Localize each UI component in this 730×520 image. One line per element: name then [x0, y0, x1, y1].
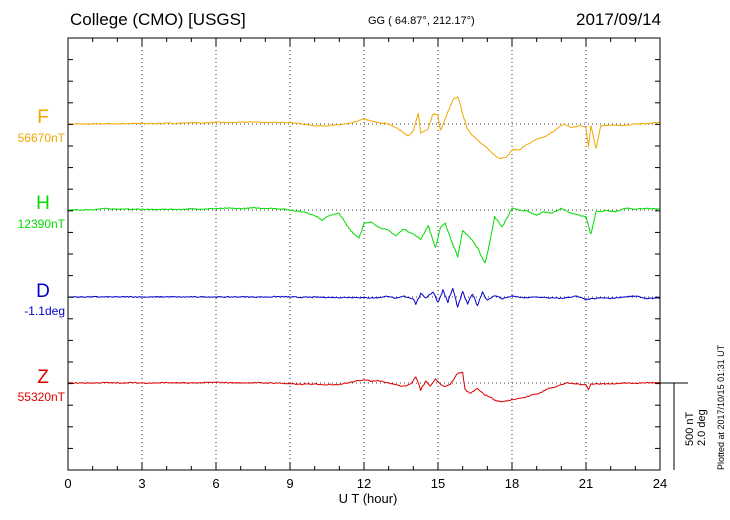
channel-label-z: Z [37, 367, 49, 388]
trace-lines [67, 96, 661, 403]
baseline-label-f: 56670nT [17, 131, 65, 145]
trace-d [67, 287, 661, 308]
channel-label-f: F [37, 107, 49, 128]
trace-h [67, 207, 661, 264]
baseline-label-h: 12390nT [17, 217, 65, 231]
x-tick-label: 3 [138, 476, 146, 491]
channel-label-d: D [36, 281, 50, 302]
x-tick-label: 24 [652, 476, 668, 491]
x-tick-label: 15 [430, 476, 446, 491]
grid-lines [68, 38, 660, 470]
trace-z [68, 371, 661, 403]
x-tick-label: 12 [356, 476, 372, 491]
station-title: College (CMO) [USGS] [70, 10, 246, 29]
scale-bar [660, 382, 688, 470]
plotted-note: Plotted at 2017/10/15 01:31 UT [716, 344, 726, 470]
x-tick-label: 21 [578, 476, 594, 491]
scale-deg-label: 2.0 deg [696, 409, 708, 446]
x-tick-label: 0 [64, 476, 72, 491]
channel-label-h: H [36, 193, 50, 214]
chart-date: 2017/09/14 [576, 10, 662, 29]
axis-ticks [67, 37, 661, 470]
station-coords: GG ( 64.87°, 212.17°) [368, 15, 475, 27]
scale-nt-label: 500 nT [684, 411, 696, 446]
baseline-label-z: 55320nT [17, 390, 65, 404]
trace-f [67, 96, 660, 160]
x-axis-label: U T (hour) [338, 491, 398, 506]
baseline-label-d: -1.1deg [24, 304, 65, 318]
x-tick-label: 18 [504, 476, 520, 491]
x-tick-label: 6 [212, 476, 220, 491]
x-tick-label: 9 [286, 476, 294, 491]
